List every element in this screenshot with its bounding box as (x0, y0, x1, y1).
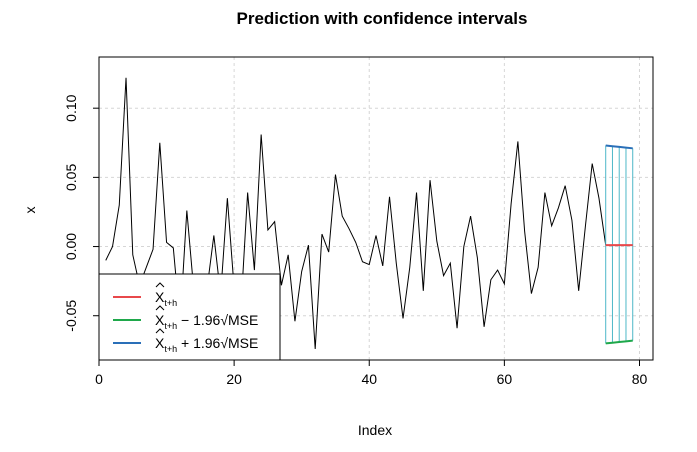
plot-frame (98, 56, 654, 361)
y-tick-label: -0.05 (63, 300, 79, 332)
observed-line (105, 77, 607, 349)
legend-hat (155, 328, 165, 334)
legend-box (98, 273, 281, 361)
legend-label-subscript: t+h (164, 321, 177, 331)
legend-label-main: X (155, 312, 165, 328)
x-tick-label: 80 (632, 371, 648, 387)
y-tick-label: 0.05 (63, 164, 79, 191)
x-tick-label: 60 (497, 371, 513, 387)
legend-hat (155, 282, 165, 288)
y-tick-label: 0.00 (63, 233, 79, 260)
x-tick-label: 40 (361, 371, 377, 387)
legend-label-main: X (155, 335, 165, 351)
legend-label-suffix: + 1.96√MSE (177, 335, 258, 351)
legend-label-main: X (155, 289, 165, 305)
series-layer (105, 77, 634, 349)
axes: 0 20 40 60 80 -0.05 0.00 0.05 0.10 (63, 56, 654, 387)
legend-label-subscript: t+h (164, 344, 177, 354)
chart-title: Prediction with confidence intervals (237, 9, 528, 28)
legend-label: Xt+h (155, 289, 177, 308)
x-tick-label: 20 (226, 371, 242, 387)
legend-label: Xt+h + 1.96√MSE (155, 335, 258, 354)
lower-line (605, 339, 633, 345)
legend-hat (155, 305, 165, 311)
upper-line (605, 144, 633, 150)
legend-label-subscript: t+h (164, 298, 177, 308)
x-axis-label: Index (358, 422, 392, 438)
x-tick-label: 0 (95, 371, 103, 387)
legend-label-suffix: − 1.96√MSE (177, 312, 258, 328)
legend-label: Xt+h − 1.96√MSE (155, 312, 258, 331)
y-tick-label: 0.10 (63, 94, 79, 121)
y-axis-label: x (22, 207, 38, 214)
